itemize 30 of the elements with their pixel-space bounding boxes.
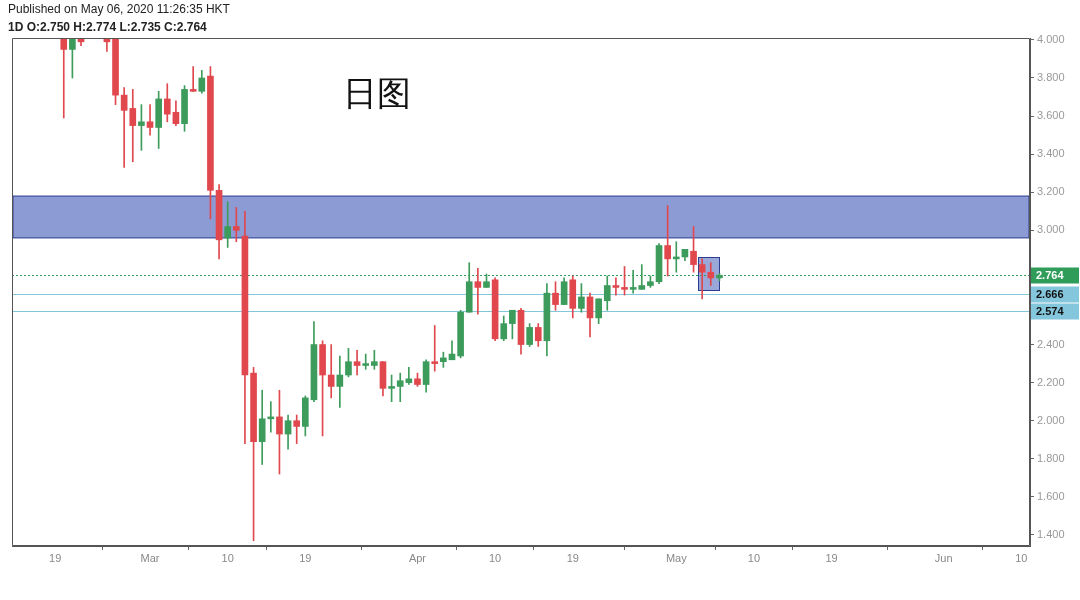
annotation: 日图 xyxy=(342,72,411,113)
y-tick-label: 2.200 xyxy=(1037,375,1065,388)
x-tick-label: May xyxy=(665,551,688,564)
x-tick-label: 19 xyxy=(49,551,62,564)
y-tick-label: 4.000 xyxy=(1037,32,1065,45)
ref-line-label: 2.764 xyxy=(1036,268,1065,281)
y-tick-label: 3.400 xyxy=(1037,147,1065,160)
x-tick-label: Jun xyxy=(934,551,953,564)
ref-line-label: 2.574 xyxy=(1036,304,1065,317)
y-tick-label: 3.800 xyxy=(1037,71,1065,84)
y-tick-label: 3.600 xyxy=(1037,109,1065,122)
chart-title: Published on May 06, 2020 11:26:35 HKT xyxy=(8,2,230,16)
y-tick-label: 1.600 xyxy=(1037,489,1065,502)
y-tick-label: 1.800 xyxy=(1037,451,1065,464)
y-tick-label: 2.000 xyxy=(1037,413,1065,426)
x-tick-label: Mar xyxy=(140,551,160,564)
ref-line-label: 2.666 xyxy=(1036,287,1064,300)
y-tick-label: 3.000 xyxy=(1037,223,1065,236)
x-tick-label: 10 xyxy=(747,551,761,564)
y-tick-label: 2.400 xyxy=(1037,337,1065,350)
x-tick-label: Apr xyxy=(408,551,427,564)
y-tick-label: 1.400 xyxy=(1037,527,1065,540)
x-tick-label: 10 xyxy=(221,551,234,564)
y-tick-label: 3.200 xyxy=(1037,185,1065,198)
x-tick-label: 10 xyxy=(488,551,502,564)
x-tick-label: 19 xyxy=(825,551,838,564)
x-tick-label: 19 xyxy=(299,551,312,564)
chart-subtitle: 1D O:2.750 H:2.774 L:2.735 C:2.764 xyxy=(8,20,207,34)
x-tick-label: 10 xyxy=(1015,551,1028,564)
x-tick-label: 19 xyxy=(566,551,579,564)
